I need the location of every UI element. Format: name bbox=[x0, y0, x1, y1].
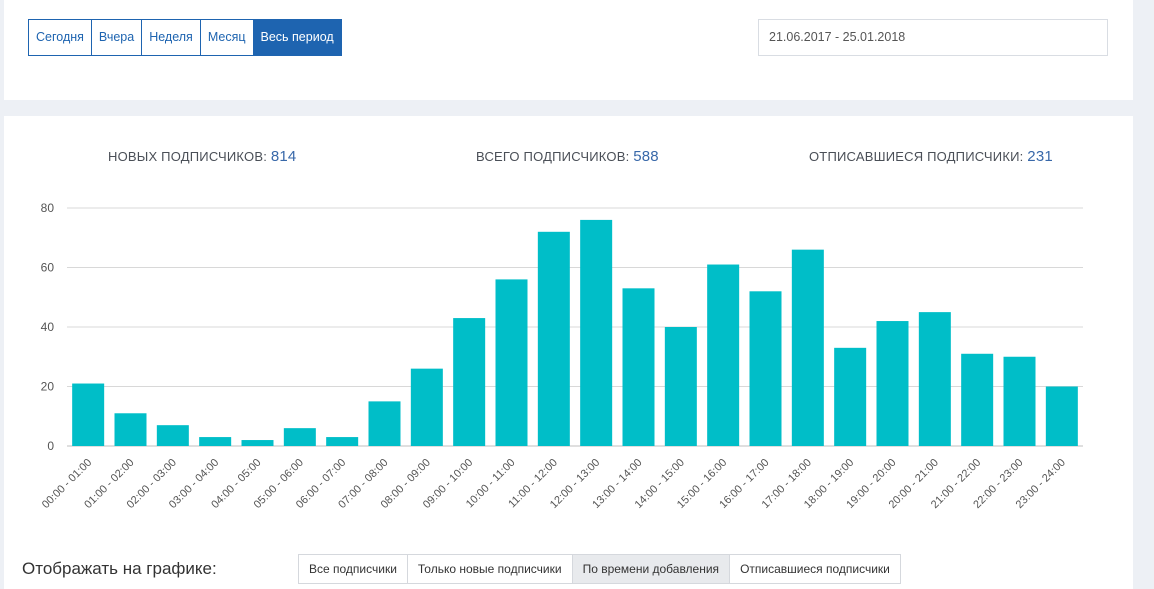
y-tick-label: 60 bbox=[41, 261, 55, 275]
bar bbox=[961, 353, 994, 446]
total-subscribers-stat: ВСЕГО ПОДПИСЧИКОВ: 588 bbox=[476, 148, 659, 165]
unsubscribed-label: ОТПИСАВШИЕСЯ ПОДПИСЧИКИ: bbox=[809, 149, 1024, 164]
bar bbox=[453, 318, 486, 446]
show-on-chart-label: Отображать на графике: bbox=[22, 559, 217, 578]
bar bbox=[791, 249, 824, 446]
bar bbox=[241, 440, 274, 446]
filter-unsubscribed-button[interactable]: Отписавшиеся подписчики bbox=[730, 554, 901, 584]
new-subscribers-stat: НОВЫХ ПОДПИСЧИКОВ: 814 bbox=[108, 148, 296, 165]
period-yesterday-button[interactable]: Вчера bbox=[91, 19, 143, 56]
unsubscribed-stat: ОТПИСАВШИЕСЯ ПОДПИСЧИКИ: 231 bbox=[809, 148, 1053, 165]
total-subscribers-value: 588 bbox=[633, 148, 659, 165]
y-tick-label: 80 bbox=[41, 201, 55, 215]
period-week-button[interactable]: Неделя bbox=[142, 19, 201, 56]
filter-new-subscribers-button[interactable]: Только новые подписчики bbox=[407, 554, 573, 584]
top-panel: Сегодня Вчера Неделя Месяц Весь период 2… bbox=[4, 0, 1133, 100]
bar bbox=[114, 413, 147, 446]
period-today-button[interactable]: Сегодня bbox=[28, 19, 92, 56]
bar bbox=[199, 437, 232, 446]
bar bbox=[72, 383, 105, 446]
bar bbox=[156, 425, 189, 446]
period-month-button[interactable]: Месяц bbox=[200, 19, 254, 56]
new-subscribers-value: 814 bbox=[270, 148, 297, 165]
stats-panel: НОВЫХ ПОДПИСЧИКОВ: 814 ВСЕГО ПОДПИСЧИКОВ… bbox=[4, 116, 1133, 589]
filter-by-time-added-button[interactable]: По времени добавления bbox=[572, 554, 731, 584]
bar bbox=[707, 264, 740, 446]
bar bbox=[326, 437, 359, 446]
y-tick-label: 40 bbox=[41, 320, 55, 334]
y-tick-label: 0 bbox=[47, 439, 54, 453]
total-subscribers-label: ВСЕГО ПОДПИСЧИКОВ: bbox=[476, 149, 630, 164]
bar bbox=[1003, 356, 1036, 446]
bar bbox=[283, 428, 316, 446]
bar bbox=[834, 347, 867, 446]
bar bbox=[410, 368, 443, 446]
bar bbox=[537, 231, 570, 446]
new-subscribers-label: НОВЫХ ПОДПИСЧИКОВ: bbox=[108, 149, 268, 164]
bar bbox=[664, 327, 697, 446]
bar bbox=[622, 288, 655, 446]
filter-all-subscribers-button[interactable]: Все подписчики bbox=[298, 554, 408, 584]
bar bbox=[876, 321, 909, 446]
chart-filter-selector: Все подписчики Только новые подписчики П… bbox=[298, 554, 901, 584]
date-range-input[interactable]: 21.06.2017 - 25.01.2018 bbox=[758, 19, 1108, 56]
y-tick-label: 20 bbox=[41, 380, 55, 394]
bar bbox=[368, 401, 401, 446]
period-selector: Сегодня Вчера Неделя Месяц Весь период bbox=[28, 19, 342, 56]
bar bbox=[918, 312, 951, 446]
bar bbox=[495, 279, 528, 446]
period-all-time-button[interactable]: Весь период bbox=[253, 19, 342, 56]
unsubscribed-value: 231 bbox=[1027, 148, 1053, 165]
bar bbox=[749, 291, 782, 446]
bar bbox=[580, 219, 613, 446]
bar bbox=[1045, 386, 1078, 446]
